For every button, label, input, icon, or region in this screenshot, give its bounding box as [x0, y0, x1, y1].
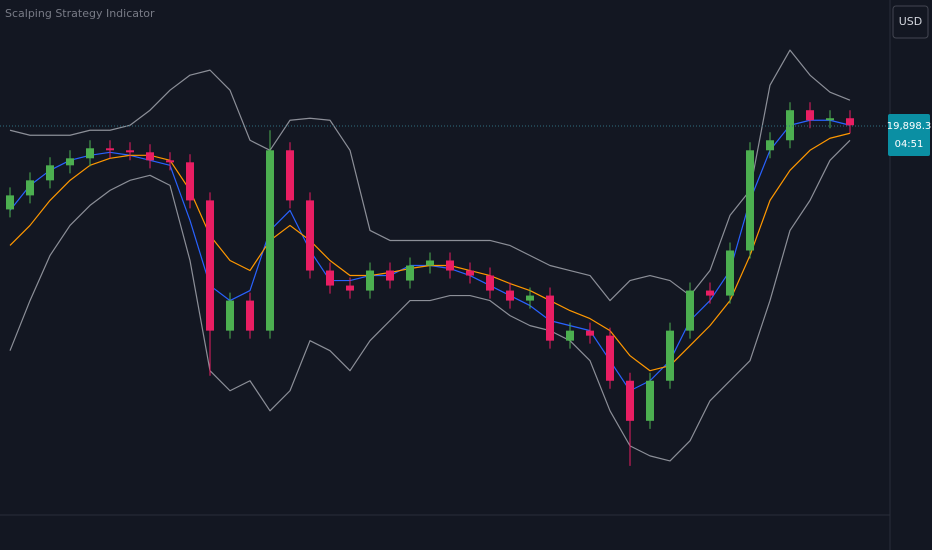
candle-body	[306, 200, 314, 271]
candle-body	[506, 290, 514, 301]
candle-body	[546, 295, 554, 341]
candle-body	[6, 195, 14, 210]
last-price-box	[888, 113, 930, 156]
candle-body	[446, 260, 454, 271]
candle-body	[826, 118, 834, 121]
candle-body	[346, 285, 354, 291]
candle-body	[86, 148, 94, 159]
candle-body	[666, 330, 674, 381]
candle-body	[486, 275, 494, 291]
candle-body	[706, 290, 714, 296]
candle-body	[406, 265, 414, 281]
chart-title: Scalping Strategy Indicator	[5, 7, 155, 20]
candle-body	[566, 330, 574, 341]
candle-body	[206, 200, 214, 331]
candle-body	[426, 260, 434, 266]
candle-body	[286, 150, 294, 201]
currency-button[interactable]	[892, 5, 929, 39]
candle-body	[146, 152, 154, 161]
candle-body	[326, 270, 334, 286]
candle-body	[846, 118, 854, 126]
candle-body	[246, 300, 254, 331]
candle-body	[166, 160, 174, 163]
candle-body	[266, 150, 274, 331]
countdown-label: 04:51	[895, 139, 924, 150]
candle-body	[726, 250, 734, 296]
candle-body	[766, 140, 774, 151]
candle-body	[366, 270, 374, 291]
candle-body	[226, 300, 234, 331]
currency-label[interactable]: USD	[899, 15, 923, 28]
candle-body	[606, 335, 614, 381]
indicator-line	[9, 139, 851, 462]
candle-body	[686, 290, 694, 331]
candle-body	[806, 110, 814, 121]
candle-body	[66, 158, 74, 166]
candle-body	[586, 330, 594, 336]
candle-body	[466, 270, 474, 276]
indicator-line	[9, 49, 851, 302]
candle-body	[786, 110, 794, 141]
candle-body	[46, 165, 54, 181]
plot	[0, 49, 890, 466]
candle-body	[106, 148, 114, 151]
candle-body	[386, 270, 394, 281]
candle-body	[126, 150, 134, 153]
last-price-label: 19,898.3	[887, 121, 932, 132]
candle-body	[646, 380, 654, 421]
candle-body	[746, 150, 754, 251]
candle-body	[526, 295, 534, 301]
candle-body	[186, 162, 194, 201]
candle-body	[26, 180, 34, 196]
candle-body	[626, 380, 634, 421]
